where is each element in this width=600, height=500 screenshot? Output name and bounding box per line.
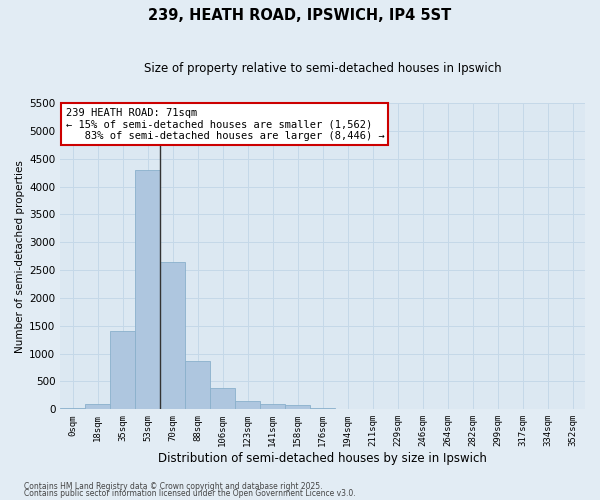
- Bar: [210, 388, 235, 409]
- Title: Size of property relative to semi-detached houses in Ipswich: Size of property relative to semi-detach…: [144, 62, 502, 76]
- Text: 239, HEATH ROAD, IPSWICH, IP4 5ST: 239, HEATH ROAD, IPSWICH, IP4 5ST: [148, 8, 452, 22]
- Bar: [85, 404, 110, 409]
- Y-axis label: Number of semi-detached properties: Number of semi-detached properties: [15, 160, 25, 352]
- Bar: [285, 406, 310, 409]
- Bar: [160, 262, 185, 410]
- Bar: [260, 404, 285, 409]
- Bar: [310, 408, 335, 410]
- Bar: [110, 332, 135, 409]
- Text: Contains public sector information licensed under the Open Government Licence v3: Contains public sector information licen…: [24, 490, 356, 498]
- Bar: [135, 170, 160, 410]
- Text: 239 HEATH ROAD: 71sqm
← 15% of semi-detached houses are smaller (1,562)
   83% o: 239 HEATH ROAD: 71sqm ← 15% of semi-deta…: [65, 108, 384, 141]
- X-axis label: Distribution of semi-detached houses by size in Ipswich: Distribution of semi-detached houses by …: [158, 452, 487, 465]
- Bar: [235, 401, 260, 409]
- Bar: [185, 361, 210, 410]
- Text: Contains HM Land Registry data © Crown copyright and database right 2025.: Contains HM Land Registry data © Crown c…: [24, 482, 323, 491]
- Bar: [60, 408, 85, 410]
